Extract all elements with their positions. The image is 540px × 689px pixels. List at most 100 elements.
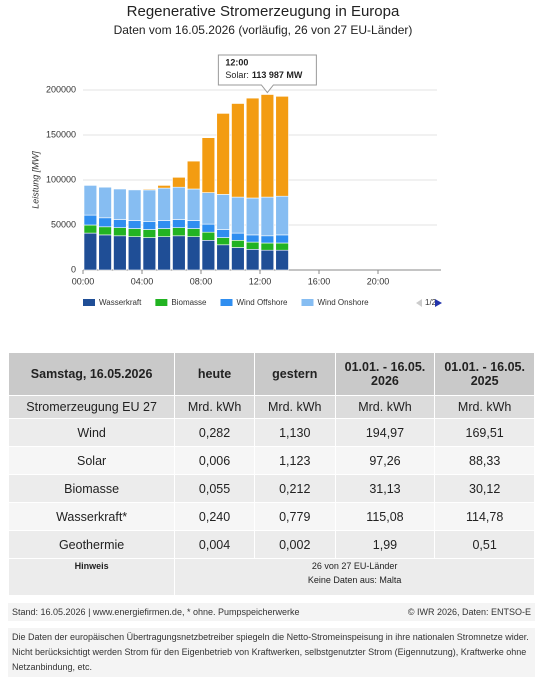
bar-segment [113,227,127,237]
tooltip-box [217,54,317,94]
bar-segment [260,235,275,244]
bar-segment [260,196,275,237]
footer: Stand: 16.05.2026 | www.energiefirmen.de… [8,603,535,621]
note-text: 26 von 27 EU-Länder Keine Daten aus: Malt… [174,558,535,596]
header-cell: heute [174,352,255,396]
bar-segment [186,188,201,221]
unit-row: Stromerzeugung EU 27 Mrd. kWh Mrd. kWh Mrd.… [7,395,535,419]
note-label: Hinweis [7,558,176,596]
header-cell: 01.01. - 16.05. 2026 [334,352,436,396]
bar-segment [231,240,245,248]
legend-pager: 1/2 [425,298,437,307]
unit-cell: Stromerzeugung EU 27 [7,395,176,419]
data-cell: 97,26 [334,446,436,475]
bar-segment [113,188,127,220]
bar-segment [98,226,112,236]
x-tick-label: 04:00 [131,276,154,286]
note-row: Hinweis 26 von 27 EU-Länder Keine Daten au… [7,558,535,596]
bar-segment [157,220,171,229]
bar-segment [186,220,201,229]
bar-segment [83,224,98,234]
header-row: Samstag, 16.05.2026 heute gestern 01.01. - … [7,352,535,396]
chart: Regenerative Stromerzeugung in Europa Da… [30,3,442,307]
data-row: Wind 0,282 1,130 194,97 169,51 [7,418,535,447]
y-tick-label: 50000 [51,219,76,229]
bar-segment [83,232,98,271]
bar-segment [201,240,216,271]
footer-left: Stand: 16.05.2026 | www.energiefirmen.de… [12,607,300,617]
bar-segment [231,103,245,198]
data-cell: 88,33 [434,446,535,475]
data-cell: 0,004 [174,530,255,559]
bar-segment [98,234,112,271]
bar-segment [216,194,230,230]
unit-cell: Mrd. kWh [174,395,255,419]
bar-segment [201,231,216,241]
bar-segment [113,235,127,271]
data-cell: 0,212 [253,474,336,503]
bar-segment [245,249,260,271]
data-row: Wasserkraft* 0,240 0,779 115,08 114,78 [7,502,535,531]
bar-segment [172,235,186,271]
bar-segment [216,244,230,271]
legend-swatch [301,299,314,306]
legend-prev [416,299,422,307]
data-cell: 31,13 [334,474,436,503]
bar-segment [142,237,157,271]
data-cell: 0,779 [253,502,336,531]
y-tick-label: 150000 [46,129,76,139]
data-row: Solar 0,006 1,123 97,26 88,33 [7,446,535,475]
bar-segment [201,192,216,225]
data-row: Biomasse 0,055 0,212 31,13 30,12 [7,474,535,503]
bar-segment [98,217,112,228]
chart-subtitle: Daten vom 16.05.2026 (vorläufig, 26 von … [114,23,413,37]
bar-segment [172,186,186,220]
legend-label: Biomasse [171,298,207,307]
bar-segment [142,189,157,222]
data-cell: 0,055 [174,474,255,503]
bar-segment [127,228,142,238]
bar-segment [172,177,186,188]
data-cell: 1,99 [334,530,436,559]
bar-segment [201,223,216,233]
data-cell: 115,08 [334,502,436,531]
chart-title: Regenerative Stromerzeugung in Europa [127,3,400,20]
data-cell: 194,97 [334,418,436,447]
bar-segment [142,188,157,191]
data-cell: 169,51 [434,418,535,447]
stats-table: Samstag, 16.05.2026 heute gestern 01.01. - … [7,352,535,596]
data-cell: Biomasse [7,474,176,503]
bar-segment [201,137,216,193]
data-cell: Wasserkraft* [7,502,176,531]
bar-segment [231,247,245,271]
bar-segment [127,189,142,221]
legend-label: Wind Onshore [317,298,369,307]
tooltip-label: Solar: [225,70,249,80]
bar-segment [231,232,245,241]
data-cell: 0,240 [174,502,255,531]
disclaimer: Die Daten der europäischen Übertragungsn… [8,628,535,677]
data-cell: Solar [7,446,176,475]
y-tick-label: 200000 [46,84,76,94]
bar-segment [260,242,275,251]
bar-segment [216,113,230,195]
bar-segment [127,220,142,229]
bar-segment [245,241,260,250]
tooltip-line: Solar: 113 987 MW [225,70,303,80]
legend-swatch [83,299,95,306]
x-tick-label: 20:00 [367,276,390,286]
data-cell: Geothermie [7,530,176,559]
data-cell: 0,51 [434,530,535,559]
tooltip-title: 12:00 [225,57,248,67]
unit-cell: Mrd. kWh [434,395,535,419]
unit-cell: Mrd. kWh [334,395,436,419]
legend-label: Wind Offshore [237,298,289,307]
bar-segment [275,195,289,236]
y-tick-label: 100000 [46,174,76,184]
bar-segment [83,214,98,226]
header-cell: gestern [253,352,336,396]
data-row: Geothermie 0,004 0,002 1,99 0,51 [7,530,535,559]
legend-next[interactable] [435,299,442,307]
bar-segment [275,242,289,251]
bar-segment [157,187,171,221]
